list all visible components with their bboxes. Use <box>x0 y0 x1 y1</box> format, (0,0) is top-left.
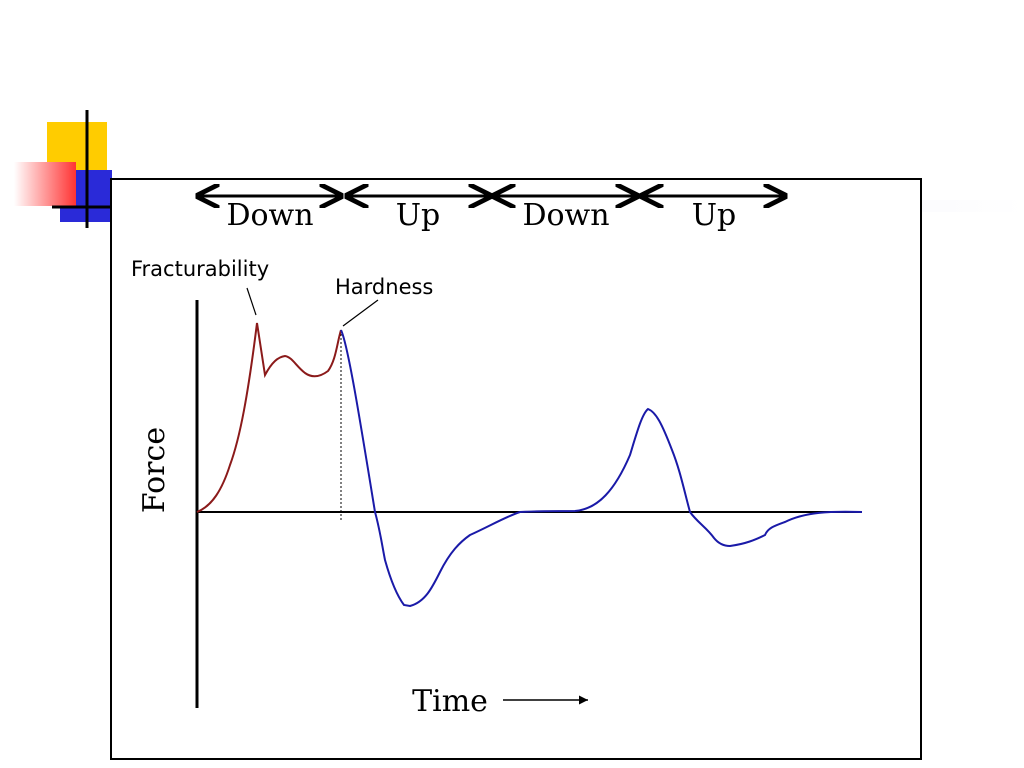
hardness-label: Hardness <box>335 275 433 299</box>
fracturability-pointer <box>246 287 257 316</box>
x-axis-label: Time <box>412 684 488 719</box>
phase-label-2: Up <box>396 198 441 233</box>
hardness-pointer <box>342 299 379 327</box>
y-axis-label: Force <box>137 427 172 513</box>
force-time-curve <box>340 329 863 608</box>
phase-label-1: Down <box>226 198 313 233</box>
phase-label-4: Up <box>692 198 737 233</box>
diagram-frame <box>110 178 922 760</box>
phase-label-3: Down <box>522 198 609 233</box>
deco-red-square <box>14 162 76 206</box>
first-compression-curve <box>196 322 342 513</box>
fracturability-label: Fracturability <box>131 257 269 281</box>
